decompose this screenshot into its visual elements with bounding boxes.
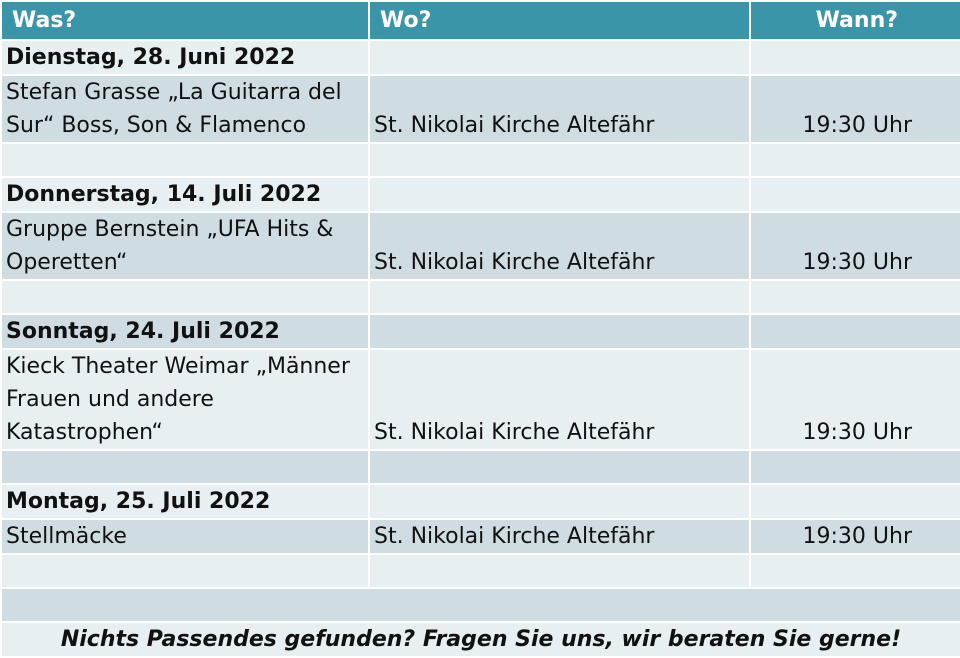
spacer-row <box>0 142 960 178</box>
event-date: Dienstag, 28. Juni 2022 <box>0 39 370 76</box>
event-detail-row: Stellmäcke St. Nikolai Kirche Altefähr 1… <box>0 518 960 555</box>
event-detail-row: Gruppe Bernstein „UFA Hits & Operetten“ S… <box>0 211 960 281</box>
header-wann: Wann? <box>749 0 960 41</box>
event-detail-row: Kieck Theater Weimar „Männer Frauen und a… <box>0 348 960 451</box>
event-title-line: Operetten“ <box>6 250 128 275</box>
event-time: 19:30 Uhr <box>749 74 960 144</box>
event-time: 19:30 Uhr <box>749 211 960 281</box>
event-location: St. Nikolai Kirche Altefähr <box>368 518 751 555</box>
event-title-line: Stellmäcke <box>6 524 127 549</box>
event-time: 19:30 Uhr <box>749 518 960 555</box>
empty-cell <box>749 279 960 315</box>
empty-cell <box>368 142 751 178</box>
empty-cell <box>749 553 960 589</box>
empty-cell <box>0 449 370 485</box>
empty-cell <box>0 587 960 623</box>
empty-cell <box>368 176 751 213</box>
footer-note: Nichts Passendes gefunden? Fragen Sie un… <box>0 621 960 658</box>
header-wo: Wo? <box>368 0 751 41</box>
event-date-row: Dienstag, 28. Juni 2022 <box>0 39 960 76</box>
empty-cell <box>368 553 751 589</box>
empty-cell <box>749 39 960 76</box>
spacer-row <box>0 449 960 485</box>
header-row: Was? Wo? Wann? <box>0 0 960 41</box>
event-title: Kieck Theater Weimar „Männer Frauen und a… <box>0 348 370 451</box>
event-title-line: Sur“ Boss, Son & Flamenco <box>6 113 307 138</box>
event-date-row: Sonntag, 24. Juli 2022 <box>0 313 960 350</box>
event-time: 19:30 Uhr <box>749 348 960 451</box>
empty-cell <box>0 279 370 315</box>
event-date-row: Donnerstag, 14. Juli 2022 <box>0 176 960 213</box>
empty-cell <box>749 449 960 485</box>
event-title: Stefan Grasse „La Guitarra del Sur“ Boss,… <box>0 74 370 144</box>
spacer-row <box>0 553 960 589</box>
empty-cell <box>749 176 960 213</box>
footer-row: Nichts Passendes gefunden? Fragen Sie un… <box>0 621 960 658</box>
event-date: Montag, 25. Juli 2022 <box>0 483 370 520</box>
event-title: Stellmäcke <box>0 518 370 555</box>
empty-cell <box>368 483 751 520</box>
event-detail-row: Stefan Grasse „La Guitarra del Sur“ Boss,… <box>0 74 960 144</box>
empty-cell <box>749 313 960 350</box>
event-date: Donnerstag, 14. Juli 2022 <box>0 176 370 213</box>
empty-cell <box>368 39 751 76</box>
header-was: Was? <box>0 0 370 41</box>
event-location: St. Nikolai Kirche Altefähr <box>368 348 751 451</box>
event-title-line: Katastrophen“ <box>6 420 163 445</box>
event-date: Sonntag, 24. Juli 2022 <box>0 313 370 350</box>
empty-cell <box>0 142 370 178</box>
empty-cell <box>0 553 370 589</box>
spacer-row <box>0 587 960 623</box>
empty-cell <box>749 483 960 520</box>
event-title-line: Stefan Grasse „La Guitarra del <box>6 80 342 105</box>
event-title: Gruppe Bernstein „UFA Hits & Operetten“ <box>0 211 370 281</box>
event-location: St. Nikolai Kirche Altefähr <box>368 74 751 144</box>
empty-cell <box>368 449 751 485</box>
event-title-line: Gruppe Bernstein „UFA Hits & <box>6 217 334 242</box>
event-title-line: Frauen und andere <box>6 387 214 412</box>
empty-cell <box>749 142 960 178</box>
empty-cell <box>368 313 751 350</box>
event-location: St. Nikolai Kirche Altefähr <box>368 211 751 281</box>
spacer-row <box>0 279 960 315</box>
empty-cell <box>368 279 751 315</box>
event-date-row: Montag, 25. Juli 2022 <box>0 483 960 520</box>
event-title-line: Kieck Theater Weimar „Männer <box>6 354 350 379</box>
